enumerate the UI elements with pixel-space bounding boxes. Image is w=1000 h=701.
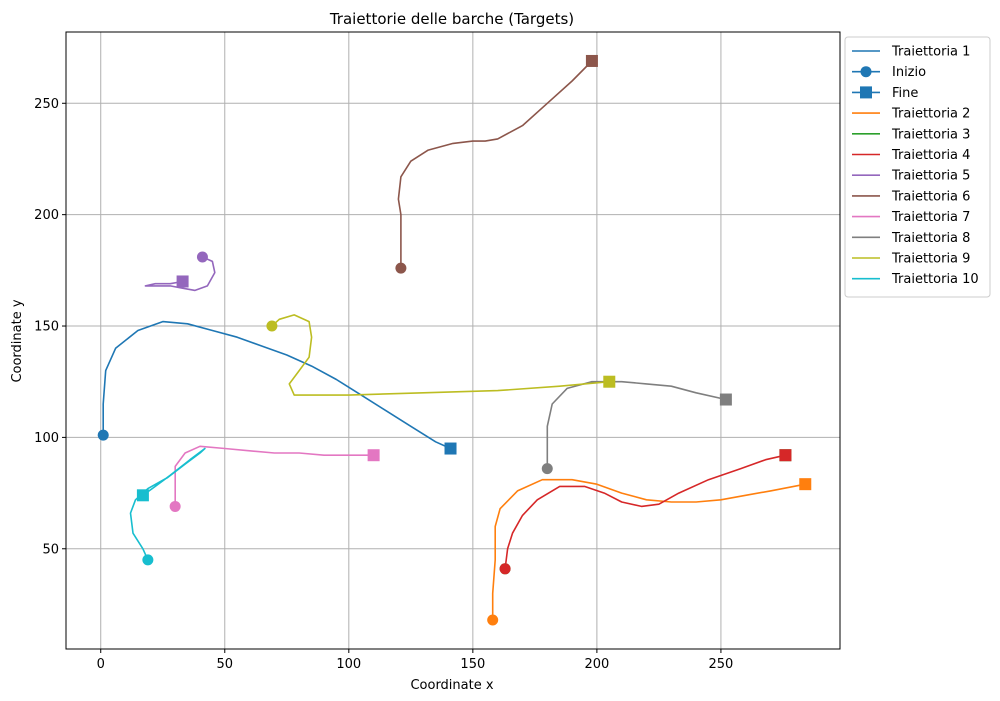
start-marker-2 xyxy=(487,614,499,626)
start-marker-8 xyxy=(541,463,553,475)
legend-entry-11: Traiettoria 9 xyxy=(852,252,970,267)
legend-label: Traiettoria 8 xyxy=(891,231,970,246)
x-tick-label: 200 xyxy=(584,657,609,672)
end-marker-9 xyxy=(603,375,616,388)
legend-label: Traiettoria 7 xyxy=(891,210,970,225)
legend-entry-2: Inizio xyxy=(852,65,926,80)
legend-entry-4: Traiettoria 2 xyxy=(852,107,970,122)
legend-entry-5: Traiettoria 3 xyxy=(852,127,970,142)
legend-entry-6: Traiettoria 4 xyxy=(852,148,970,163)
end-marker-7 xyxy=(367,449,380,462)
legend-label: Traiettoria 1 xyxy=(891,45,970,60)
x-tick-label: 50 xyxy=(216,657,233,672)
legend-label: Traiettoria 2 xyxy=(891,107,970,122)
x-axis-ticks: 0 50 100 150 200 250 xyxy=(97,649,734,672)
series-line-6 xyxy=(397,60,593,269)
legend-swatch-circle xyxy=(860,66,872,78)
y-axis-label: Coordinate y xyxy=(10,299,25,382)
legend-entry-7: Traiettoria 5 xyxy=(852,169,970,184)
y-axis-ticks: 50 100 150 200 250 xyxy=(34,97,66,557)
end-marker-5 xyxy=(176,275,189,288)
end-marker-2 xyxy=(799,478,812,491)
legend-box xyxy=(844,36,991,298)
series-line-7 xyxy=(174,445,375,508)
start-marker-6 xyxy=(395,262,407,274)
y-tick-label: 50 xyxy=(42,542,59,557)
start-marker-9 xyxy=(266,320,278,332)
series-line-5 xyxy=(144,256,216,292)
end-marker-4 xyxy=(779,449,792,462)
grid xyxy=(66,32,840,649)
x-tick-label: 150 xyxy=(460,657,485,672)
series-line-8 xyxy=(546,380,727,470)
legend-label: Fine xyxy=(892,86,918,101)
legend-label: Inizio xyxy=(892,65,926,80)
end-marker-6 xyxy=(585,54,598,67)
legend-label: Traiettoria 9 xyxy=(891,252,970,267)
plot-frame xyxy=(65,31,841,650)
start-marker-7 xyxy=(169,500,181,512)
legend: Traiettoria 1 Inizio Fine Traiettoria 2 Trai… xyxy=(844,36,991,298)
x-axis-label: Coordinate x xyxy=(410,678,493,693)
series-line-4 xyxy=(504,454,787,570)
legend-entry-1: Traiettoria 1 xyxy=(852,45,970,60)
series-line-1 xyxy=(102,320,452,450)
legend-swatch-square xyxy=(860,86,872,99)
series-line-2 xyxy=(491,478,807,621)
end-marker-1 xyxy=(444,442,457,455)
series-line-10 xyxy=(129,447,206,561)
x-tick-label: 100 xyxy=(336,657,361,672)
start-marker-4 xyxy=(499,563,511,575)
legend-label: Traiettoria 10 xyxy=(891,272,979,287)
legend-label: Traiettoria 3 xyxy=(891,127,970,142)
x-tick-label: 0 xyxy=(97,657,105,672)
y-tick-label: 200 xyxy=(34,208,59,223)
start-marker-5 xyxy=(196,251,208,263)
legend-label: Traiettoria 5 xyxy=(891,169,970,184)
legend-entry-12: Traiettoria 10 xyxy=(852,272,979,287)
y-tick-label: 150 xyxy=(34,320,59,335)
legend-label: Traiettoria 6 xyxy=(891,189,970,204)
end-marker-8 xyxy=(719,393,732,406)
start-marker-10 xyxy=(142,554,154,566)
markers-layer xyxy=(97,54,812,626)
chart-title: Traiettorie delle barche (Targets) xyxy=(329,10,574,28)
start-marker-1 xyxy=(97,429,109,441)
legend-entry-9: Traiettoria 7 xyxy=(852,210,970,225)
y-tick-label: 250 xyxy=(34,97,59,112)
x-tick-label: 250 xyxy=(709,657,734,672)
series-layer xyxy=(102,60,807,621)
y-tick-label: 100 xyxy=(34,431,59,446)
legend-entry-10: Traiettoria 8 xyxy=(852,231,970,246)
legend-label: Traiettoria 4 xyxy=(891,148,970,163)
series-line-9 xyxy=(271,314,611,396)
end-marker-10 xyxy=(136,489,149,502)
legend-entry-3: Fine xyxy=(852,86,918,101)
legend-entry-8: Traiettoria 6 xyxy=(852,189,970,204)
